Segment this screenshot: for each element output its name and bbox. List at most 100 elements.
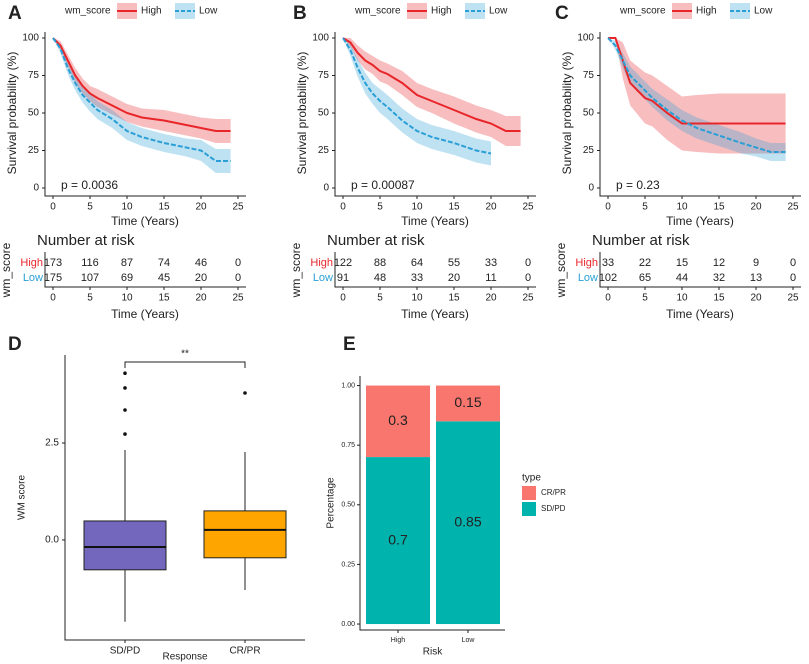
y-tick-label: 75 bbox=[583, 70, 595, 81]
risk-x-axis-title: Time (Years) bbox=[666, 307, 734, 321]
y-tick-label: 0 bbox=[323, 183, 329, 194]
risk-table-y-title: wm_score bbox=[0, 242, 13, 298]
risk-count: 46 bbox=[195, 257, 207, 269]
y-tick-label: 2.5 bbox=[45, 438, 59, 449]
x-tick-label: 25 bbox=[522, 202, 534, 213]
x-tick-label: 20 bbox=[195, 202, 207, 213]
risk-count: 69 bbox=[121, 272, 133, 284]
risk-x-axis-title: Time (Years) bbox=[401, 307, 469, 321]
y-tick-label: 75 bbox=[28, 70, 40, 81]
bar-segment bbox=[366, 457, 430, 625]
y-axis-title: Survival probability (%) bbox=[5, 52, 19, 175]
risk-count: 48 bbox=[374, 272, 386, 284]
x-tick-label: 20 bbox=[485, 202, 497, 213]
risk-x-tick-label: 5 bbox=[377, 293, 383, 304]
bar-segment bbox=[366, 385, 430, 458]
y-tick-label: 0.0 bbox=[45, 535, 59, 546]
risk-count: 0 bbox=[790, 257, 796, 269]
x-tick-label: 15 bbox=[158, 202, 170, 213]
panel-label: C bbox=[555, 3, 569, 24]
risk-x-tick-label: 10 bbox=[411, 293, 423, 304]
legend-label: High bbox=[141, 6, 162, 17]
x-tick-label: 10 bbox=[676, 202, 688, 213]
bar-segment bbox=[436, 421, 500, 625]
risk-count: 0 bbox=[235, 272, 241, 284]
risk-count: 11 bbox=[485, 272, 496, 284]
survival-line bbox=[342, 37, 521, 132]
risk-count: 173 bbox=[44, 257, 62, 269]
risk-count: 33 bbox=[485, 257, 497, 269]
risk-row-label: High bbox=[20, 257, 43, 269]
outlier bbox=[123, 371, 127, 376]
risk-x-tick-label: 20 bbox=[485, 293, 497, 304]
box bbox=[203, 510, 287, 559]
axis-line bbox=[599, 32, 801, 197]
bar-value-label: 0.85 bbox=[454, 513, 481, 529]
risk-count: 20 bbox=[448, 272, 460, 284]
x-tick-label: 20 bbox=[750, 202, 762, 213]
risk-count: 9 bbox=[753, 257, 759, 269]
x-tick-label: 5 bbox=[377, 202, 383, 213]
x-tick-label: 25 bbox=[232, 202, 244, 213]
risk-axis-line bbox=[44, 252, 246, 288]
risk-row-label: Low bbox=[313, 272, 333, 284]
risk-x-axis-title: Time (Years) bbox=[111, 307, 179, 321]
legend-label: SD/PD bbox=[541, 504, 566, 513]
legend-key bbox=[522, 486, 536, 500]
x-axis-title: Time (Years) bbox=[666, 214, 734, 228]
x-tick-label: CR/PR bbox=[229, 646, 260, 657]
legend-title: type bbox=[522, 473, 541, 484]
risk-count: 88 bbox=[374, 257, 386, 269]
y-tick-label: 50 bbox=[318, 108, 330, 119]
y-tick-label: 0 bbox=[588, 183, 594, 194]
risk-count: 55 bbox=[448, 257, 460, 269]
risk-count: 107 bbox=[81, 272, 99, 284]
panel-label: E bbox=[343, 334, 356, 355]
axis-line bbox=[44, 32, 246, 197]
y-tick-label: 100 bbox=[312, 33, 329, 44]
axis-line bbox=[334, 32, 536, 197]
risk-count: 175 bbox=[44, 272, 62, 284]
risk-count: 0 bbox=[525, 272, 531, 284]
risk-table-y-title: wm_score bbox=[554, 242, 568, 298]
risk-count: 102 bbox=[599, 272, 617, 284]
bar-value-label: 0.15 bbox=[454, 394, 481, 410]
risk-x-tick-label: 5 bbox=[642, 293, 648, 304]
legend-label: CR/PR bbox=[541, 488, 566, 497]
panel-label: D bbox=[8, 334, 22, 355]
risk-x-tick-label: 20 bbox=[195, 293, 207, 304]
risk-count: 22 bbox=[639, 257, 651, 269]
risk-x-tick-label: 15 bbox=[448, 293, 460, 304]
y-tick-label: 25 bbox=[583, 145, 595, 156]
risk-count: 15 bbox=[676, 257, 688, 269]
risk-count: 13 bbox=[750, 272, 762, 284]
y-axis-title: Percentage bbox=[326, 477, 337, 529]
survival-line bbox=[52, 37, 231, 162]
x-tick-label: Low bbox=[462, 637, 476, 644]
x-tick-label: SD/PD bbox=[110, 646, 141, 657]
y-tick-label: 75 bbox=[318, 70, 330, 81]
legend-label: Low bbox=[754, 6, 773, 17]
risk-count: 0 bbox=[525, 257, 531, 269]
y-axis-title: WM score bbox=[17, 475, 28, 520]
risk-x-tick-label: 0 bbox=[50, 293, 56, 304]
x-tick-label: 15 bbox=[713, 202, 725, 213]
y-tick-label: 25 bbox=[318, 145, 330, 156]
bar-segment bbox=[436, 385, 500, 422]
y-tick-label: 100 bbox=[577, 33, 594, 44]
risk-count: 91 bbox=[337, 272, 349, 284]
risk-count: 116 bbox=[81, 257, 99, 269]
risk-count: 74 bbox=[158, 257, 170, 269]
y-tick-label: 0.25 bbox=[341, 561, 355, 568]
risk-x-tick-label: 10 bbox=[121, 293, 133, 304]
risk-count: 0 bbox=[790, 272, 796, 284]
x-tick-label: 5 bbox=[642, 202, 648, 213]
survival-line bbox=[607, 37, 786, 153]
risk-table-title: Number at risk bbox=[37, 232, 135, 249]
risk-x-tick-label: 5 bbox=[87, 293, 93, 304]
x-tick-label: 15 bbox=[448, 202, 460, 213]
risk-count: 33 bbox=[411, 272, 423, 284]
confidence-band bbox=[53, 38, 231, 143]
x-axis-title: Response bbox=[162, 652, 207, 663]
